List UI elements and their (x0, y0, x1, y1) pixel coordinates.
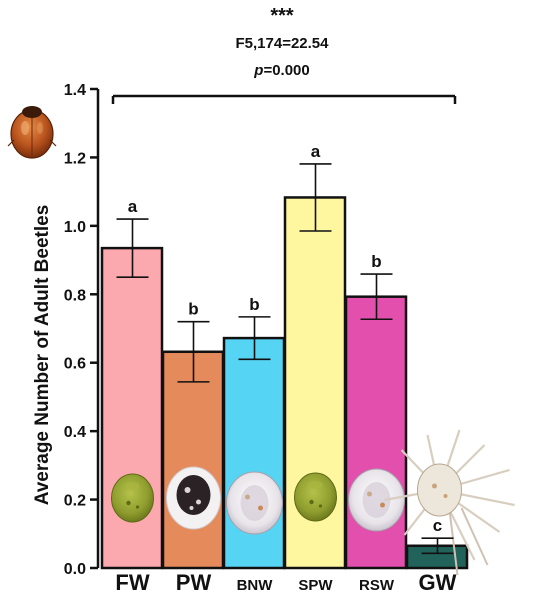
y-tick-label: 0.2 (64, 493, 86, 510)
error-bar (360, 273, 393, 321)
significance-letter: b (188, 300, 198, 319)
significance-stars: *** (270, 5, 294, 27)
y-tick-label: 0.0 (64, 561, 86, 578)
green-mealybug-icon (111, 473, 154, 523)
x-tick-label: BNW (237, 577, 274, 594)
x-tick-label: FW (115, 570, 149, 595)
error-bar (421, 537, 454, 555)
black-white-mealybug-icon (166, 466, 221, 530)
x-tick-label: SPW (298, 577, 333, 594)
ladybird-beetle-icon (7, 106, 57, 159)
significance-letter: c (433, 516, 442, 535)
y-tick-label: 1.4 (64, 82, 86, 99)
y-tick-label: 1.0 (64, 219, 86, 236)
white-fluffy-mealybug-icon (348, 468, 405, 532)
p-value-symbol: p (253, 62, 263, 79)
y-axis-label: Average Number of Adult Beetles (32, 205, 53, 506)
white-fluffy-mealybug-icon (226, 471, 283, 535)
error-bar (177, 320, 210, 383)
p-value: p=0.000 (253, 62, 309, 79)
significance-letter: a (311, 142, 321, 161)
bars (100, 196, 515, 576)
long-tailed-mealybug-icon (384, 429, 515, 576)
significance-letter: b (249, 295, 259, 314)
bar-labels: a b b a b c FW PW BNW SPW RSW GW (115, 142, 456, 595)
error-bar (299, 163, 332, 232)
significance-letter: a (128, 197, 138, 216)
y-tick-label: 0.8 (64, 287, 86, 304)
significance-letter: b (371, 252, 381, 271)
error-bar (116, 218, 149, 278)
error-bar (238, 316, 271, 361)
axes: 0.0 0.2 0.4 0.6 0.8 1.0 1.2 1.4 (64, 82, 100, 578)
p-value-number: =0.000 (263, 62, 309, 79)
comparison-bracket (111, 94, 457, 104)
bar-pw (161, 350, 225, 570)
green-mealybug-icon (294, 472, 337, 522)
y-tick-label: 1.2 (64, 150, 86, 167)
y-tick-label: 0.4 (64, 424, 86, 441)
x-tick-label: GW (419, 570, 457, 595)
f-statistic: F5,174=22.54 (236, 35, 330, 52)
x-tick-label: RSW (359, 577, 395, 594)
y-tick-label: 0.6 (64, 356, 86, 373)
x-tick-label: PW (176, 570, 212, 595)
